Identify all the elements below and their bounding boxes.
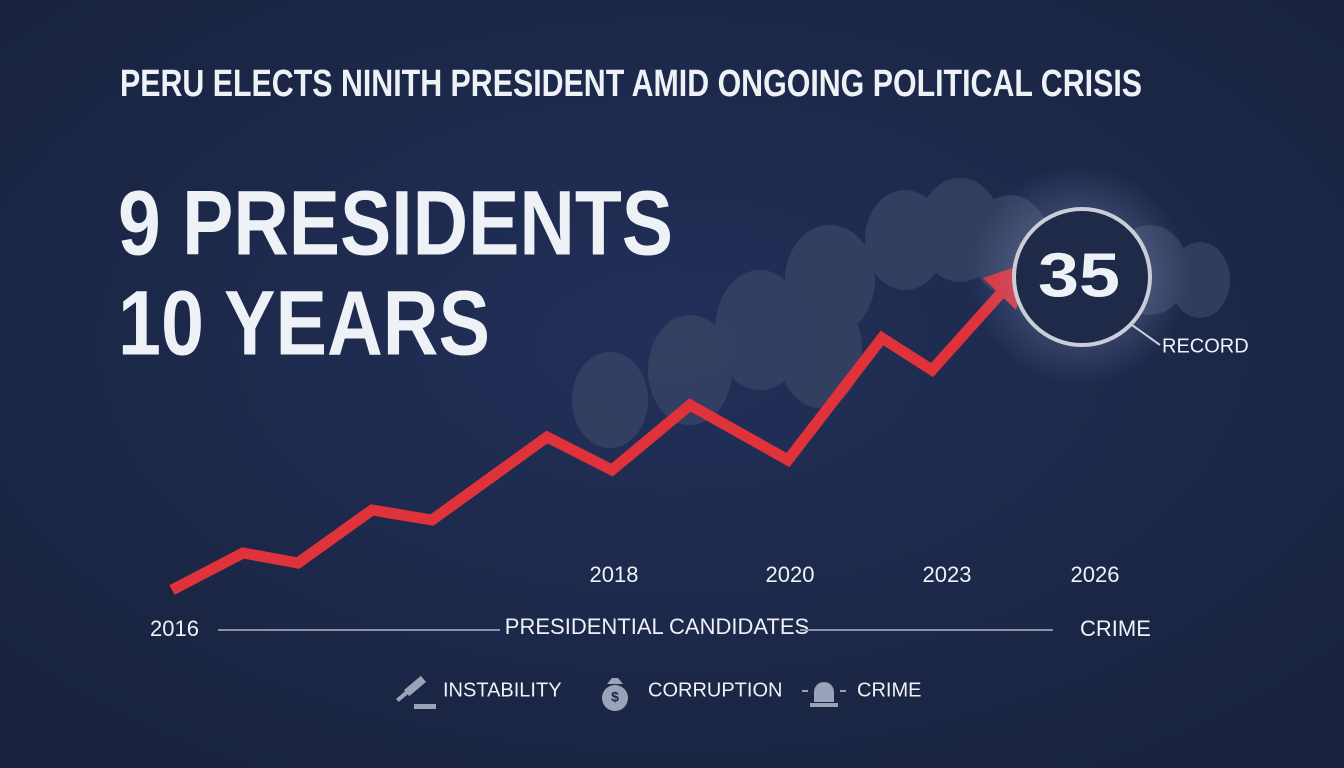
record-circle [1012,207,1152,347]
year-label: 2023 [923,562,972,587]
headline: 9 PRESIDENTS [118,172,673,274]
year-label: 2020 [766,562,815,587]
siren-icon [802,682,846,707]
svg-text:$: $ [611,689,619,705]
year-label: 2018 [590,562,639,587]
legend-label: CRIME [857,679,921,701]
headline: 10 YEARS [118,272,490,374]
money-icon: $ [602,678,628,711]
year-label: 2026 [1071,562,1120,587]
gavel-icon [396,675,436,709]
legend-label: INSTABILITY [443,679,562,701]
axis-label: PRESIDENTIAL CANDIDATES [505,614,809,639]
record-value: 35 [1038,241,1120,310]
title: PERU ELECTS NINITH PRESIDENT AMID ONGOIN… [120,63,1142,105]
record-label: RECORD [1162,335,1249,357]
legend-label: CORRUPTION [648,679,782,701]
trend-line [169,288,1007,595]
end-label: CRIME [1080,616,1151,641]
callout-line [1131,324,1161,346]
start-year: 2016 [150,616,199,641]
